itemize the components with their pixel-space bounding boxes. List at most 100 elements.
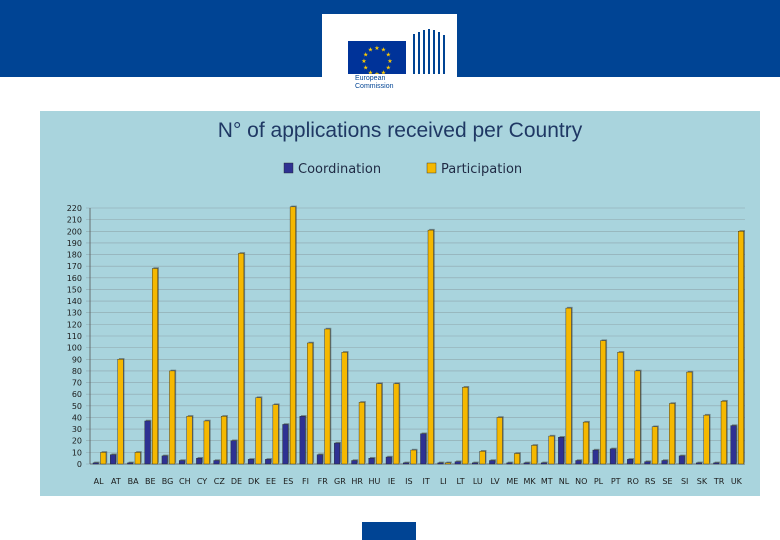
bar-coordination bbox=[627, 459, 634, 465]
bar-shadow bbox=[525, 461, 531, 463]
x-tick-label: MK bbox=[523, 477, 536, 486]
bar-participation bbox=[358, 402, 365, 465]
bar-coordination bbox=[161, 455, 168, 465]
x-tick-label: LU bbox=[473, 477, 483, 486]
x-tick-label: CZ bbox=[214, 477, 226, 486]
bar-coordination bbox=[265, 459, 272, 465]
flag-star: ★ bbox=[363, 65, 368, 72]
bar-participation bbox=[582, 421, 589, 465]
x-tick-label: GR bbox=[334, 477, 346, 486]
y-tick-label: 190 bbox=[67, 239, 82, 248]
bar-coordination bbox=[316, 454, 323, 465]
bar-shadow bbox=[438, 461, 445, 463]
bar-participation bbox=[445, 462, 451, 465]
bar-participation bbox=[703, 414, 710, 465]
x-tick-label: BE bbox=[145, 477, 156, 486]
flag-star: ★ bbox=[381, 69, 386, 74]
bar-participation bbox=[255, 397, 262, 465]
x-tick-label: HU bbox=[368, 477, 380, 486]
x-tick-label: LV bbox=[491, 477, 501, 486]
legend-label: Participation bbox=[441, 162, 522, 177]
bottom-tab bbox=[362, 522, 416, 540]
x-tick-label: RS bbox=[645, 477, 656, 486]
flag-star: ★ bbox=[368, 47, 373, 54]
y-tick-label: 0 bbox=[77, 460, 82, 469]
bar-participation bbox=[427, 229, 434, 465]
bar-coordination bbox=[334, 442, 341, 465]
bar-coordination bbox=[213, 460, 220, 465]
bar-coordination bbox=[472, 462, 478, 465]
flag-star: ★ bbox=[361, 58, 366, 65]
bar-participation bbox=[376, 383, 382, 465]
bar-participation bbox=[548, 435, 555, 465]
x-tick-label: SE bbox=[662, 477, 672, 486]
x-tick-label: ES bbox=[283, 477, 293, 486]
x-tick-label: NO bbox=[575, 477, 587, 486]
bar-coordination bbox=[420, 433, 427, 465]
y-tick-label: 90 bbox=[72, 355, 82, 364]
bar-participation bbox=[341, 352, 348, 465]
logo-caption: European Commission bbox=[355, 75, 415, 91]
bar-participation bbox=[513, 453, 520, 465]
bar-participation bbox=[393, 383, 400, 465]
x-tick-label: PL bbox=[594, 477, 604, 486]
bar-participation bbox=[617, 352, 624, 465]
bar-participation bbox=[100, 452, 107, 465]
bar-coordination bbox=[299, 416, 306, 465]
bar-participation bbox=[272, 404, 279, 465]
x-tick-label: RO bbox=[627, 477, 639, 486]
bar-shadow bbox=[128, 461, 135, 463]
y-tick-label: 30 bbox=[72, 425, 82, 434]
y-tick-label: 70 bbox=[72, 379, 82, 388]
chart-title: N° of applications received per Country bbox=[217, 119, 583, 142]
x-tick-label: CY bbox=[197, 477, 207, 486]
logo-line-2: Commission bbox=[355, 83, 394, 90]
y-tick-label: 170 bbox=[67, 262, 82, 271]
bar-participation bbox=[669, 403, 676, 465]
bar-participation bbox=[289, 206, 296, 465]
flag-star: ★ bbox=[381, 47, 386, 54]
bar-coordination bbox=[230, 440, 237, 465]
bar-coordination bbox=[489, 460, 496, 465]
x-tick-label: BA bbox=[128, 477, 139, 486]
bar-coordination bbox=[437, 462, 444, 465]
legend-swatch bbox=[426, 162, 437, 174]
y-tick-label: 100 bbox=[67, 344, 82, 353]
bar-shadow bbox=[542, 461, 548, 463]
bar-participation bbox=[600, 340, 607, 465]
bar-participation bbox=[117, 359, 124, 465]
flag-star: ★ bbox=[368, 69, 373, 74]
bar-participation bbox=[169, 370, 176, 465]
bar-coordination bbox=[540, 462, 547, 465]
bar-coordination bbox=[558, 437, 565, 465]
bar-coordination bbox=[282, 424, 289, 465]
y-tick-label: 10 bbox=[72, 448, 82, 457]
legend-label: Coordination bbox=[298, 162, 381, 177]
logo-line-1: European bbox=[355, 75, 386, 82]
x-tick-label: NL bbox=[559, 477, 570, 486]
bar-participation bbox=[738, 231, 744, 465]
bar-shadow bbox=[404, 461, 410, 463]
x-tick-label: TR bbox=[713, 477, 725, 486]
x-tick-label: SI bbox=[681, 477, 688, 486]
x-tick-label: IE bbox=[388, 477, 395, 486]
y-tick-label: 210 bbox=[67, 216, 82, 225]
x-tick-label: EE bbox=[266, 477, 276, 486]
bar-coordination bbox=[92, 462, 99, 465]
bar-coordination bbox=[506, 462, 513, 465]
y-tick-label: 120 bbox=[67, 320, 82, 329]
bar-participation bbox=[307, 342, 314, 465]
y-tick-label: 160 bbox=[67, 274, 82, 283]
y-tick-label: 20 bbox=[72, 437, 82, 446]
x-tick-label: LT bbox=[456, 477, 464, 486]
flag-star: ★ bbox=[363, 52, 368, 59]
y-tick-label: 40 bbox=[72, 413, 82, 422]
bar-participation bbox=[651, 426, 658, 465]
bar-participation bbox=[720, 400, 727, 465]
bar-shadow bbox=[697, 461, 703, 463]
bar-participation bbox=[238, 253, 245, 465]
building-lines bbox=[413, 29, 445, 74]
commission-logo: ★★★★★★★★★★★★ bbox=[322, 14, 457, 102]
bar-shadow bbox=[473, 461, 479, 463]
